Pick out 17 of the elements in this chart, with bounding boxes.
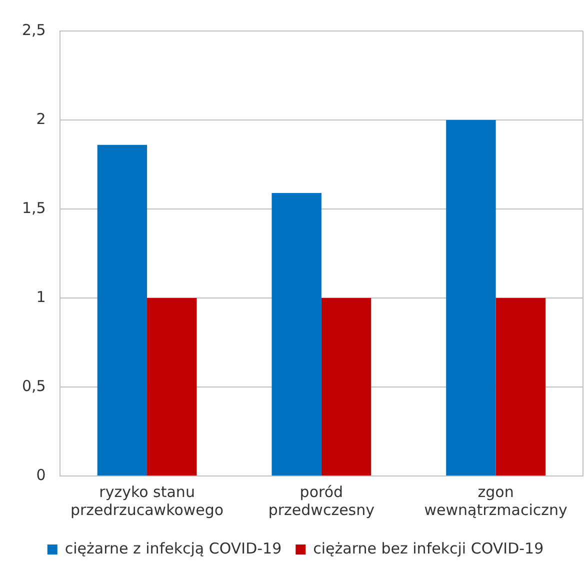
x-tick-label: zgon wewnątrzmaciczny bbox=[424, 482, 568, 519]
y-tick-label: 1 bbox=[36, 288, 46, 306]
x-tick-label: poród przedwczesny bbox=[268, 482, 375, 519]
bar bbox=[446, 120, 496, 476]
y-tick-label: 0 bbox=[36, 466, 46, 484]
bar bbox=[147, 298, 197, 476]
y-tick-label: 2,5 bbox=[22, 20, 46, 39]
legend-label: ciężarne bez infekcji COVID-19 bbox=[313, 539, 544, 558]
y-tick-label: 1,5 bbox=[22, 198, 46, 217]
y-tick-label: 0,5 bbox=[22, 376, 46, 395]
x-tick-label: ryzyko stanu przedrzucawkowego bbox=[70, 482, 224, 519]
bar bbox=[321, 298, 372, 476]
bar bbox=[496, 298, 546, 476]
bar bbox=[272, 192, 322, 476]
bar bbox=[97, 144, 148, 476]
legend-label: ciężarne z infekcją COVID-19 bbox=[64, 539, 282, 558]
y-tick-label: 2 bbox=[36, 110, 46, 128]
